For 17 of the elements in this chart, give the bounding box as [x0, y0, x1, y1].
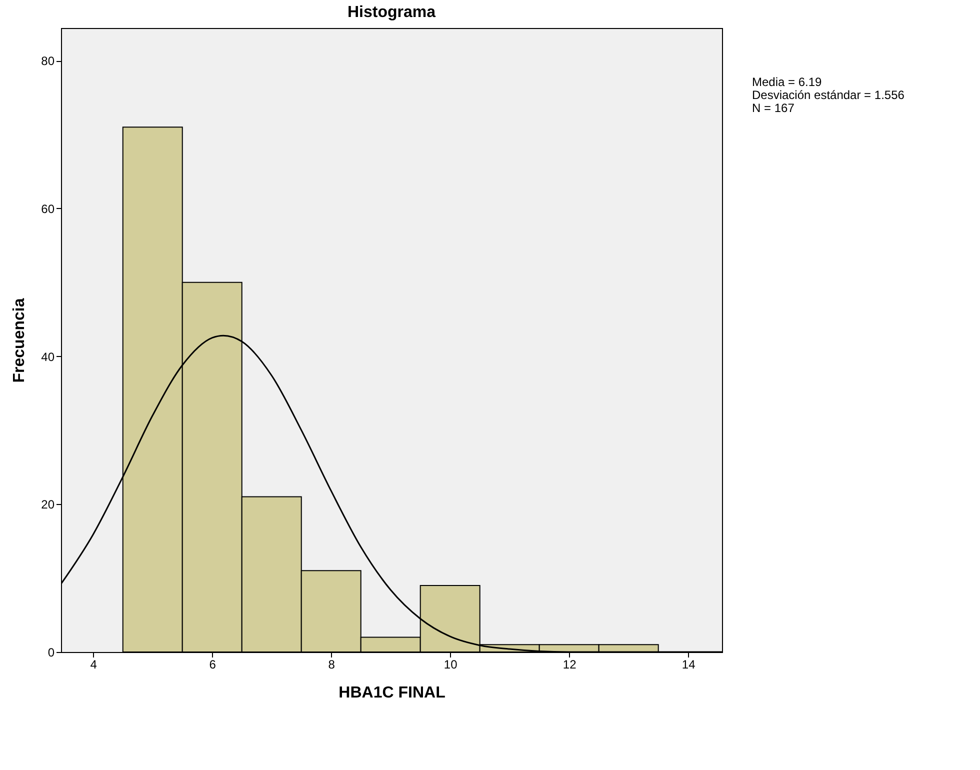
- y-tick-label: 60: [41, 202, 55, 216]
- chart-title: Histograma: [347, 4, 436, 21]
- x-tick-label: 10: [444, 658, 458, 672]
- text: Media = 6.19: [752, 75, 823, 89]
- text: N = 167: [752, 101, 796, 115]
- x-tick-label: 6: [209, 658, 216, 672]
- y-tick-label: 40: [41, 350, 55, 364]
- x-axis-title: HBA1C FINAL: [338, 684, 446, 702]
- y-tick-label: 20: [41, 498, 55, 512]
- y-tick-label: 80: [41, 54, 55, 68]
- x-tick-label: 14: [682, 658, 696, 672]
- x-tick-label: 8: [328, 658, 336, 672]
- y-axis-title: Frecuencia: [11, 298, 28, 383]
- x-tick-label: 4: [90, 658, 98, 672]
- x-tick-label: 12: [562, 658, 577, 672]
- y-tick-label: 0: [48, 646, 55, 660]
- text: Desviación estándar = 1.556: [752, 88, 904, 102]
